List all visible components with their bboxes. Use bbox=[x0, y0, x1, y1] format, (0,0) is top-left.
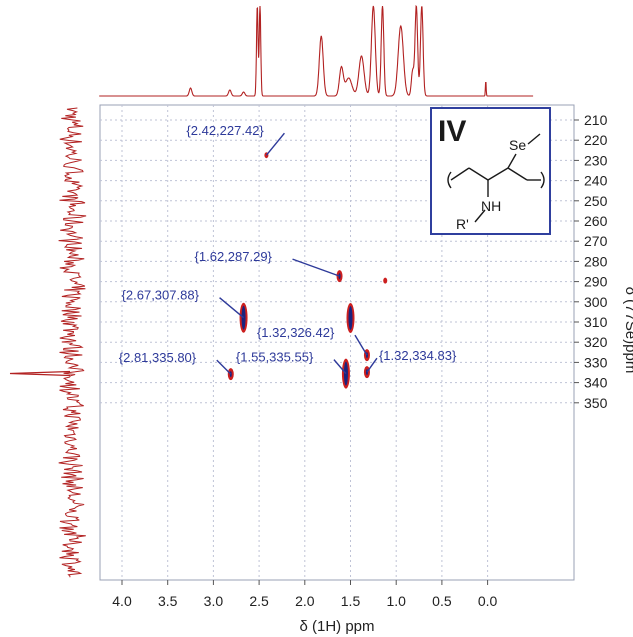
y-axis-title: δ (77Se)ppm bbox=[622, 287, 633, 374]
x-tick-label: 0.0 bbox=[478, 593, 498, 609]
y-tick-label: 210 bbox=[584, 112, 608, 128]
peak-label: {1.55,335.55} bbox=[236, 350, 314, 365]
x-axis-title: δ (1H) ppm bbox=[299, 618, 374, 635]
leader-line bbox=[292, 258, 340, 277]
y-tick-label: 320 bbox=[584, 334, 608, 350]
r-group-label: R' bbox=[456, 216, 469, 232]
y-tick-label: 250 bbox=[584, 193, 608, 209]
peak-label: {1.32,326.42} bbox=[257, 325, 335, 340]
x-tick-label: 3.0 bbox=[204, 593, 224, 609]
leader-line bbox=[265, 132, 285, 156]
leader-line bbox=[333, 359, 347, 375]
se77-sharp-peak bbox=[9, 370, 71, 377]
peak-label: {1.62,287.29} bbox=[195, 249, 273, 264]
x-axis: 4.0 3.5 3.0 2.5 2.0 1.5 1.0 0.5 0.0 bbox=[112, 580, 498, 609]
y-tick-label: 270 bbox=[584, 233, 608, 249]
se77-spectrum-trace bbox=[58, 107, 87, 578]
x-tick-label: 4.0 bbox=[112, 593, 132, 609]
x-tick-label: 1.5 bbox=[341, 593, 361, 609]
top-projection-spectrum bbox=[99, 4, 534, 97]
y-tick-label: 340 bbox=[584, 375, 608, 391]
inset-frame bbox=[430, 107, 551, 235]
y-tick-label: 230 bbox=[584, 152, 608, 168]
se-atom-label: Se bbox=[509, 137, 526, 153]
y-tick-label: 260 bbox=[584, 213, 608, 229]
peak-label: {2.81,335.80} bbox=[119, 350, 197, 365]
peak-labels: {2.42,227.42} {1.62,287.29} {2.67,307.88} {… bbox=[119, 123, 457, 375]
leader-line bbox=[366, 357, 378, 373]
inset-title: IV bbox=[438, 115, 466, 148]
leader-line bbox=[219, 297, 245, 319]
peak-label: {2.67,307.88} bbox=[122, 288, 200, 303]
peak-label: {1.32,334.83} bbox=[379, 348, 457, 363]
y-tick-label: 280 bbox=[584, 253, 608, 269]
h1-spectrum-trace bbox=[99, 4, 534, 97]
structure-bonds bbox=[447, 133, 545, 223]
y-tick-label: 310 bbox=[584, 314, 608, 330]
x-tick-label: 2.5 bbox=[249, 593, 269, 609]
x-tick-label: 1.0 bbox=[386, 593, 406, 609]
y-tick-label: 220 bbox=[584, 132, 608, 148]
x-tick-label: 0.5 bbox=[432, 593, 452, 609]
y-axis: 210 220 230 240 250 260 270 280 290 300 310 320 330 3… bbox=[574, 112, 608, 411]
x-tick-label: 2.0 bbox=[295, 593, 315, 609]
y-tick-label: 300 bbox=[584, 294, 608, 310]
x-tick-label: 3.5 bbox=[158, 593, 178, 609]
nh-atom-label: NH bbox=[481, 198, 501, 214]
structure-inset: IV Se NH R' bbox=[430, 107, 551, 235]
y-tick-label: 290 bbox=[584, 274, 608, 290]
y-tick-label: 240 bbox=[584, 173, 608, 189]
left-projection-spectrum bbox=[9, 107, 87, 578]
peak-label: {2.42,227.42} bbox=[186, 123, 264, 138]
leader-line bbox=[354, 334, 368, 356]
leader-line bbox=[216, 359, 232, 375]
y-tick-label: 330 bbox=[584, 354, 608, 370]
peak-core bbox=[348, 305, 353, 330]
y-tick-label: 350 bbox=[584, 395, 608, 411]
peak-mark bbox=[383, 277, 388, 284]
